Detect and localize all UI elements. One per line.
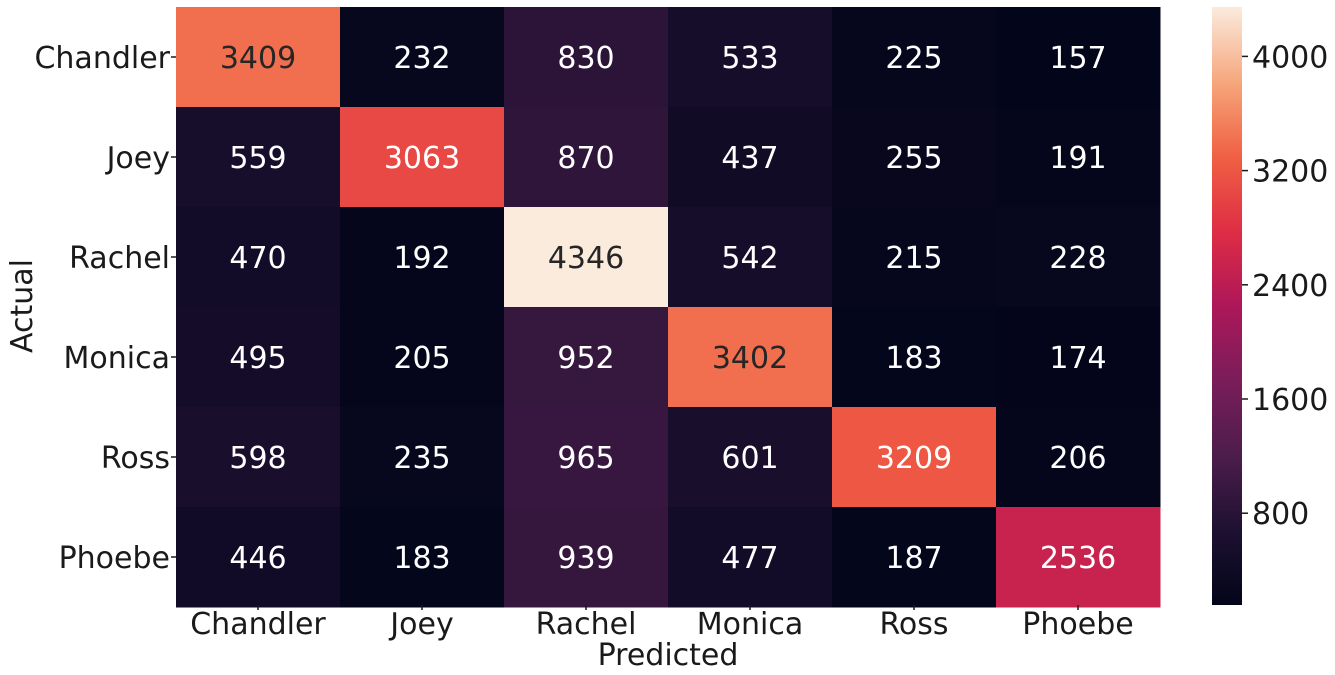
colorbar-tick-label: 1600: [1252, 383, 1328, 418]
y-tick-label: Rachel: [69, 241, 170, 276]
heatmap-cell: [668, 307, 833, 408]
cell-value-label: 533: [721, 41, 778, 76]
heatmap-cell: [504, 407, 669, 508]
cell-value-label: 495: [229, 341, 286, 376]
heatmap-cells: [176, 7, 1161, 608]
heatmap-cell: [832, 7, 997, 108]
cell-value-label: 183: [885, 341, 942, 376]
cell-value-label: 228: [1049, 241, 1106, 276]
cell-value-label: 4346: [548, 241, 624, 276]
cell-value-label: 187: [885, 541, 942, 576]
heatmap-cell: [996, 107, 1161, 208]
cell-value-label: 952: [557, 341, 614, 376]
heatmap-cell: [996, 507, 1161, 608]
cell-value-label: 174: [1049, 341, 1106, 376]
heatmap-cell: [504, 507, 669, 608]
heatmap-cell-labels: 3409 232 830 533 225 157 559 3063 870 437 255 191 47…: [220, 41, 1116, 576]
cell-value-label: 559: [229, 141, 286, 176]
colorbar-tick-label: 2400: [1252, 269, 1328, 304]
x-axis-label: Predicted: [598, 638, 739, 673]
heatmap-cell: [832, 307, 997, 408]
cell-value-label: 215: [885, 241, 942, 276]
x-tick-label: Joey: [388, 607, 453, 642]
heatmap-cell: [668, 107, 833, 208]
cell-value-label: 157: [1049, 41, 1106, 76]
heatmap-cell: [996, 407, 1161, 508]
heatmap-cell: [176, 7, 341, 108]
heatmap-cell: [340, 107, 505, 208]
colorbar-tick-label: 4000: [1252, 40, 1328, 75]
x-tick-label: Rachel: [536, 607, 637, 642]
colorbar: 800 1600 2400 3200 4000: [1212, 7, 1328, 605]
y-tick-label: Monica: [64, 341, 170, 376]
heatmap-cell: [668, 7, 833, 108]
heatmap-cell: [340, 407, 505, 508]
heatmap-cell: [504, 307, 669, 408]
y-tick-label: Ross: [101, 441, 170, 476]
x-tick-label: Monica: [697, 607, 803, 642]
heatmap-cell: [996, 307, 1161, 408]
cell-value-label: 477: [721, 541, 778, 576]
heatmap-cell: [176, 207, 341, 308]
y-tick-label: Joey: [105, 141, 170, 176]
heatmap-cell: [340, 307, 505, 408]
cell-value-label: 470: [229, 241, 286, 276]
y-tick-label: Phoebe: [59, 541, 170, 576]
cell-value-label: 542: [721, 241, 778, 276]
cell-value-label: 3409: [220, 41, 296, 76]
cell-value-label: 255: [885, 141, 942, 176]
cell-value-label: 598: [229, 441, 286, 476]
heatmap-cell: [996, 7, 1161, 108]
y-axis-label: Actual: [5, 259, 40, 353]
cell-value-label: 232: [393, 41, 450, 76]
cell-value-label: 183: [393, 541, 450, 576]
heatmap-cell: [832, 107, 997, 208]
heatmap-cell: [832, 407, 997, 508]
heatmap-cell: [176, 507, 341, 608]
heatmap-cell: [176, 407, 341, 508]
y-tick-label: Chandler: [34, 41, 170, 76]
heatmap-cell: [340, 207, 505, 308]
cell-value-label: 235: [393, 441, 450, 476]
cell-value-label: 3402: [712, 341, 788, 376]
heatmap-cell: [504, 107, 669, 208]
cell-value-label: 965: [557, 441, 614, 476]
x-tick-label: Phoebe: [1022, 607, 1133, 642]
colorbar-ticks: 800 1600 2400 3200 4000: [1242, 40, 1328, 532]
colorbar-gradient: [1212, 7, 1242, 605]
heatmap-cell: [832, 507, 997, 608]
cell-value-label: 446: [229, 541, 286, 576]
heatmap-cell: [176, 107, 341, 208]
heatmap-cell: [996, 207, 1161, 308]
heatmap-cell: [832, 207, 997, 308]
cell-value-label: 939: [557, 541, 614, 576]
x-tick-label: Chandler: [190, 607, 326, 642]
cell-value-label: 206: [1049, 441, 1106, 476]
cell-value-label: 192: [393, 241, 450, 276]
cell-value-label: 2536: [1040, 541, 1116, 576]
cell-value-label: 830: [557, 41, 614, 76]
cell-value-label: 191: [1049, 141, 1106, 176]
heatmap-cell: [340, 7, 505, 108]
x-axis-ticks: Chandler Joey Rachel Monica Ross Phoebe: [190, 605, 1134, 642]
cell-value-label: 205: [393, 341, 450, 376]
cell-value-label: 225: [885, 41, 942, 76]
x-tick-label: Ross: [879, 607, 948, 642]
colorbar-tick-label: 800: [1252, 497, 1309, 532]
heatmap-cell: [668, 207, 833, 308]
heatmap-cell: [176, 307, 341, 408]
cell-value-label: 437: [721, 141, 778, 176]
colorbar-tick-label: 3200: [1252, 155, 1328, 190]
cell-value-label: 870: [557, 141, 614, 176]
heatmap-cell: [504, 207, 669, 308]
y-axis-ticks: Chandler Joey Rachel Monica Ross Phoebe: [34, 41, 176, 576]
cell-value-label: 3209: [876, 441, 952, 476]
heatmap-cell: [668, 507, 833, 608]
heatmap-cell: [340, 507, 505, 608]
cell-value-label: 3063: [384, 141, 460, 176]
heatmap-cell: [504, 7, 669, 108]
cell-value-label: 601: [721, 441, 778, 476]
heatmap-cell: [668, 407, 833, 508]
